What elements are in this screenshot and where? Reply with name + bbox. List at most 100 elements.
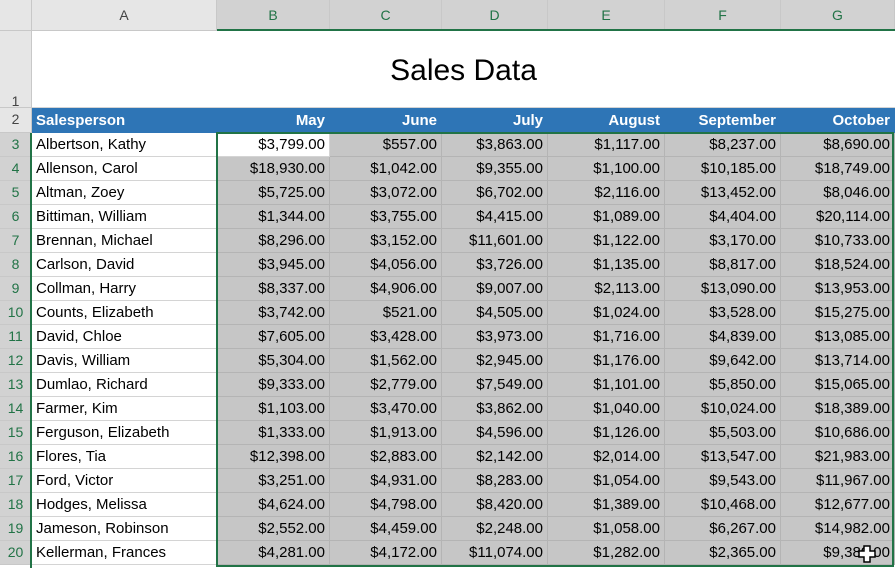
- sales-value: $6,702.00: [442, 181, 548, 205]
- row-header: 10: [0, 301, 32, 325]
- sales-value: $2,113.00: [548, 277, 665, 301]
- sales-value: $3,755.00: [330, 205, 442, 229]
- salesperson: Altman, Zoey: [32, 181, 217, 205]
- column-header: G: [781, 0, 895, 31]
- sales-value: $12,398.00: [217, 445, 330, 469]
- corner: [0, 0, 32, 31]
- sales-value: $1,100.00: [548, 157, 665, 181]
- sales-value: $11,967.00: [781, 469, 895, 493]
- sales-value: $8,337.00: [217, 277, 330, 301]
- sales-value: $6,267.00: [665, 517, 781, 541]
- sales-value: $10,185.00: [665, 157, 781, 181]
- sales-value: $3,742.00: [217, 301, 330, 325]
- sales-value: $557.00: [330, 133, 442, 157]
- sales-value: $5,850.00: [665, 373, 781, 397]
- row-header: 4: [0, 157, 32, 181]
- row-header: 12: [0, 349, 32, 373]
- sales-value: $1,562.00: [330, 349, 442, 373]
- sales-value: $3,726.00: [442, 253, 548, 277]
- row-header: 11: [0, 325, 32, 349]
- sales-value: $18,524.00: [781, 253, 895, 277]
- sales-value: $2,779.00: [330, 373, 442, 397]
- sales-value: $1,054.00: [548, 469, 665, 493]
- sales-value: $2,365.00: [665, 541, 781, 565]
- sales-value: $4,624.00: [217, 493, 330, 517]
- row-header: 15: [0, 421, 32, 445]
- salesperson: Jameson, Robinson: [32, 517, 217, 541]
- sales-value: $1,913.00: [330, 421, 442, 445]
- sales-value: $13,953.00: [781, 277, 895, 301]
- salesperson: Dumlao, Richard: [32, 373, 217, 397]
- salesperson: Ford, Victor: [32, 469, 217, 493]
- column-header: C: [330, 0, 442, 31]
- sales-value: $1,089.00: [548, 205, 665, 229]
- sales-value: $10,468.00: [665, 493, 781, 517]
- row-header: 2: [0, 108, 32, 133]
- sales-value: $1,042.00: [330, 157, 442, 181]
- sales-value: $1,135.00: [548, 253, 665, 277]
- sales-value: $2,945.00: [442, 349, 548, 373]
- sales-value: $9,380.00: [781, 541, 895, 565]
- sales-value: $8,296.00: [217, 229, 330, 253]
- sales-value: $3,799.00: [217, 133, 330, 157]
- row-header: 5: [0, 181, 32, 205]
- sales-value: $3,428.00: [330, 325, 442, 349]
- sales-value: $1,024.00: [548, 301, 665, 325]
- sales-value: $8,420.00: [442, 493, 548, 517]
- table-header: May: [217, 108, 330, 133]
- sales-value: $13,452.00: [665, 181, 781, 205]
- sales-value: $5,503.00: [665, 421, 781, 445]
- sales-value: $4,906.00: [330, 277, 442, 301]
- sales-value: $8,046.00: [781, 181, 895, 205]
- sales-value: $4,172.00: [330, 541, 442, 565]
- sales-value: $15,275.00: [781, 301, 895, 325]
- sales-value: $14,982.00: [781, 517, 895, 541]
- sales-value: $1,176.00: [548, 349, 665, 373]
- sales-value: $2,552.00: [217, 517, 330, 541]
- sales-value: $9,007.00: [442, 277, 548, 301]
- salesperson: Flores, Tia: [32, 445, 217, 469]
- sales-value: $4,404.00: [665, 205, 781, 229]
- sales-value: $8,690.00: [781, 133, 895, 157]
- salesperson: Albertson, Kathy: [32, 133, 217, 157]
- sales-value: $3,072.00: [330, 181, 442, 205]
- sales-value: $1,126.00: [548, 421, 665, 445]
- sales-value: $3,251.00: [217, 469, 330, 493]
- sales-value: $11,601.00: [442, 229, 548, 253]
- cursor: [858, 545, 876, 563]
- salesperson: Collman, Harry: [32, 277, 217, 301]
- row-header: 19: [0, 517, 32, 541]
- salesperson: Carlson, David: [32, 253, 217, 277]
- row-header: 6: [0, 205, 32, 229]
- column-header: F: [665, 0, 781, 31]
- sales-value: $3,862.00: [442, 397, 548, 421]
- sales-value: $5,304.00: [217, 349, 330, 373]
- sales-value: $9,333.00: [217, 373, 330, 397]
- sales-value: $5,725.00: [217, 181, 330, 205]
- salesperson: Davis, William: [32, 349, 217, 373]
- column-header: E: [548, 0, 665, 31]
- sales-value: $2,883.00: [330, 445, 442, 469]
- table-header: July: [442, 108, 548, 133]
- sales-value: $3,863.00: [442, 133, 548, 157]
- table-header: October: [781, 108, 895, 133]
- sales-value: $13,085.00: [781, 325, 895, 349]
- sales-value: $2,142.00: [442, 445, 548, 469]
- salesperson: Counts, Elizabeth: [32, 301, 217, 325]
- row-header: 8: [0, 253, 32, 277]
- sales-value: $10,733.00: [781, 229, 895, 253]
- row-header: 16: [0, 445, 32, 469]
- salesperson: Bittiman, William: [32, 205, 217, 229]
- sales-value: $4,798.00: [330, 493, 442, 517]
- sales-value: $2,116.00: [548, 181, 665, 205]
- sales-value: $8,283.00: [442, 469, 548, 493]
- sales-value: $3,470.00: [330, 397, 442, 421]
- sales-value: $9,355.00: [442, 157, 548, 181]
- sales-value: $3,973.00: [442, 325, 548, 349]
- sales-value: $4,281.00: [217, 541, 330, 565]
- sales-value: $3,152.00: [330, 229, 442, 253]
- salesperson: Kellerman, Frances: [32, 541, 217, 565]
- row-header: 18: [0, 493, 32, 517]
- sales-value: $1,333.00: [217, 421, 330, 445]
- sales-value: $1,103.00: [217, 397, 330, 421]
